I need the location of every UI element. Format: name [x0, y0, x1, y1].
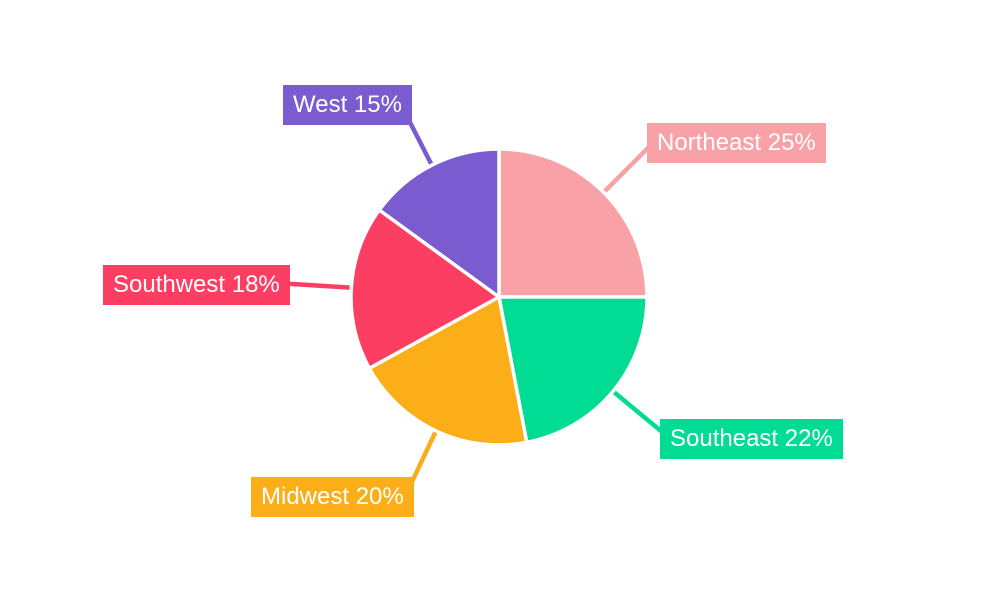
pie-label-southwest: Southwest 18% [103, 265, 290, 305]
pie-slice-southwest [349, 208, 501, 371]
pie-slice-southeast [497, 295, 649, 445]
pie-label-west: West 15% [283, 85, 412, 125]
pie-slice-northeast [497, 147, 649, 299]
pie-label-midwest: Midwest 20% [251, 477, 414, 517]
pie-slice-midwest [367, 295, 529, 447]
pie-label-southeast: Southeast 22% [660, 419, 843, 459]
pie-slice-west [377, 147, 501, 299]
leader-line-southeast [607, 386, 665, 435]
leader-line-southwest [286, 281, 357, 291]
pie-label-northeast: Northeast 25% [647, 123, 826, 163]
leader-line-northeast [598, 144, 652, 198]
